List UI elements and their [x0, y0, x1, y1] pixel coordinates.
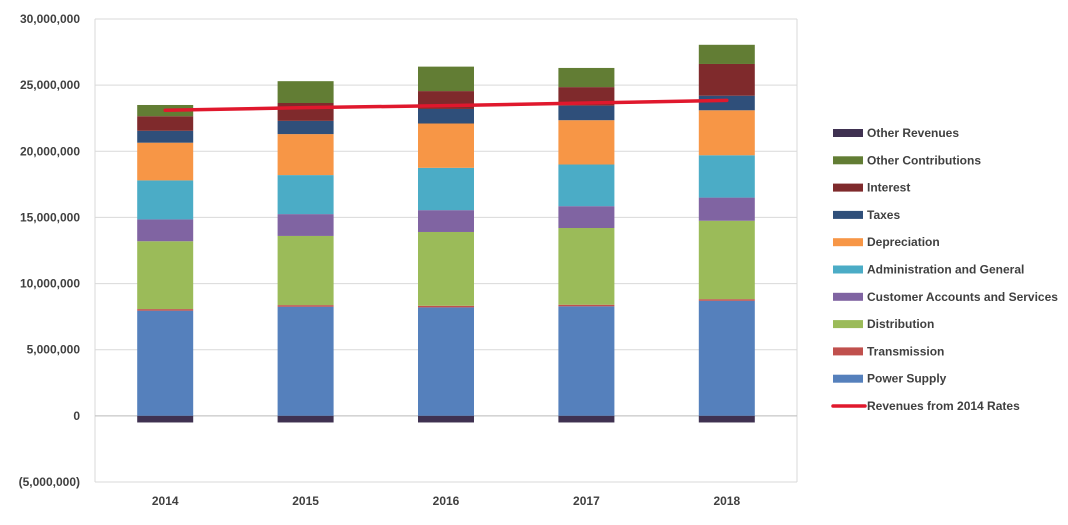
bar-segment-transmission [418, 305, 474, 308]
bars [137, 44, 755, 423]
bar-segment-interest [137, 116, 194, 131]
y-tick-label: 5,000,000 [27, 343, 81, 357]
bar-segment-other-revenues [418, 415, 474, 423]
bar-segment-depreciation [698, 110, 755, 156]
x-tick-label: 2017 [573, 494, 600, 508]
bar-segment-power-supply [558, 306, 615, 416]
legend-label: Power Supply [867, 372, 947, 386]
legend-swatch [833, 292, 863, 301]
bar-segment-taxes [558, 105, 615, 121]
legend-label: Transmission [867, 344, 944, 358]
legend-item-transmission: Transmission [833, 344, 944, 358]
y-tick-label: 30,000,000 [20, 12, 80, 26]
bar-segment-depreciation [558, 120, 615, 165]
legend-label: Interest [867, 181, 910, 195]
bar-segment-transmission [558, 304, 615, 307]
legend-label: Depreciation [867, 235, 940, 249]
bar-segment-depreciation [418, 123, 474, 168]
legend-label: Other Contributions [867, 153, 981, 167]
x-tick-label: 2014 [152, 494, 179, 508]
bar-segment-distribution [698, 220, 755, 300]
legend-swatch [833, 183, 863, 192]
legend-swatch [833, 320, 863, 329]
legend-item-other-contributions: Other Contributions [833, 153, 981, 167]
bar-segment-interest [698, 63, 755, 96]
legend-item-customer-accounts-and-services: Customer Accounts and Services [833, 290, 1058, 304]
legend-item-administration-and-general: Administration and General [833, 263, 1024, 277]
x-tick-label: 2015 [292, 494, 319, 508]
bar-segment-taxes [277, 120, 334, 135]
bar-segment-administration-and-general [698, 155, 755, 198]
legend-swatch [833, 210, 863, 219]
bar-segment-power-supply [137, 310, 194, 416]
bar-segment-other-revenues [277, 415, 334, 423]
bar-segment-customer-accounts-and-services [558, 206, 615, 229]
legend-label: Customer Accounts and Services [867, 290, 1058, 304]
bar-segment-taxes [137, 130, 194, 143]
legend-swatch [833, 265, 863, 274]
bar-segment-administration-and-general [137, 180, 194, 220]
bar-segment-customer-accounts-and-services [418, 210, 474, 232]
bar-segment-power-supply [277, 306, 334, 416]
x-tick-label: 2016 [433, 494, 460, 508]
bar-segment-other-revenues [698, 415, 755, 423]
x-axis-ticks: 2014 2015 2016 2017 2018 [152, 494, 741, 508]
bar-segment-administration-and-general [558, 164, 615, 207]
y-tick-label: 25,000,000 [20, 78, 80, 92]
legend-swatch [833, 129, 863, 137]
legend-item-depreciation: Depreciation [833, 235, 940, 249]
bar-segment-distribution [418, 231, 474, 306]
bar-segment-other-revenues [558, 415, 615, 423]
legend-item-revenues-from-2014-rates: Revenues from 2014 Rates [831, 399, 1020, 413]
bar-segment-administration-and-general [277, 175, 334, 215]
legend-label: Taxes [867, 208, 900, 222]
y-tick-label: 10,000,000 [20, 277, 80, 291]
legend-swatch [833, 347, 863, 356]
bar-segment-other-contributions [418, 66, 474, 92]
legend-swatch [833, 238, 863, 247]
bar-segment-distribution [558, 228, 615, 305]
bar-segment-distribution [277, 235, 334, 306]
legend-item-power-supply: Power Supply [833, 372, 947, 386]
legend: Other Revenues Other Contributions Interes… [831, 126, 1058, 413]
bar-segment-administration-and-general [418, 167, 474, 211]
bar-segment-customer-accounts-and-services [698, 197, 755, 221]
bar-segment-distribution [137, 241, 194, 310]
bar-segment-transmission [137, 309, 194, 311]
bar-segment-customer-accounts-and-services [137, 219, 194, 242]
bar-segment-depreciation [137, 142, 194, 181]
bar-segment-power-supply [418, 307, 474, 416]
y-tick-label: (5,000,000) [19, 475, 80, 489]
series-line-revenues-from-2014-rates [163, 98, 729, 113]
revenue-line [163, 98, 729, 113]
bar-segment-transmission [277, 305, 334, 307]
x-tick-label: 2018 [713, 494, 740, 508]
y-tick-label: 20,000,000 [20, 144, 80, 158]
y-axis-ticks: (5,000,000) 0 5,000,000 10,000,000 15,000,00… [19, 12, 81, 489]
legend-item-taxes: Taxes [833, 208, 900, 222]
legend-label: Revenues from 2014 Rates [867, 399, 1020, 413]
y-tick-label: 15,000,000 [20, 210, 80, 224]
bar-segment-power-supply [698, 300, 755, 416]
bar-segment-other-contributions [558, 67, 615, 88]
legend-item-other-revenues: Other Revenues [833, 126, 959, 140]
legend-swatch [833, 156, 863, 165]
bar-segment-other-revenues [137, 415, 194, 423]
legend-label: Other Revenues [867, 126, 959, 140]
bar-segment-depreciation [277, 134, 334, 176]
legend-swatch [833, 374, 863, 383]
y-tick-label: 0 [73, 409, 80, 423]
legend-item-interest: Interest [833, 181, 910, 195]
legend-label: Administration and General [867, 263, 1024, 277]
legend-label: Distribution [867, 317, 934, 331]
legend-item-distribution: Distribution [833, 317, 934, 331]
bar-segment-other-contributions [277, 81, 334, 104]
bar-segment-customer-accounts-and-services [277, 214, 334, 236]
bar-segment-taxes [698, 95, 755, 111]
bar-segment-transmission [698, 299, 755, 301]
bar-segment-other-contributions [698, 44, 755, 64]
bar-segment-taxes [418, 108, 474, 124]
